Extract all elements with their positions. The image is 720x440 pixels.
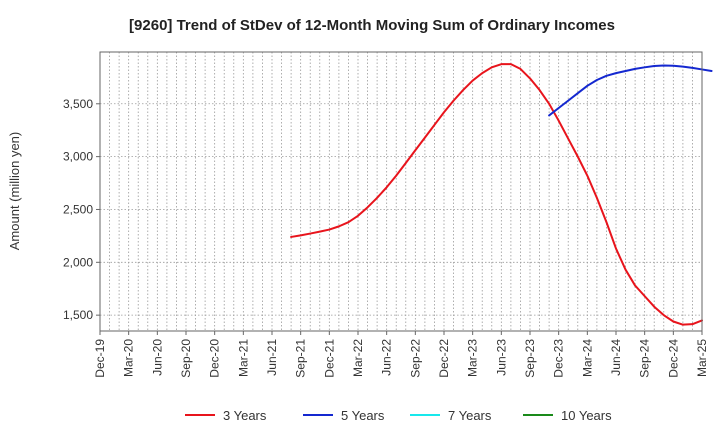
legend-label-3-years: 3 Years (223, 408, 267, 423)
x-tick-label: Dec-24 (666, 339, 680, 378)
x-axis: Dec-19 Mar-20 Jun-20 Sep-20 Dec-20 Mar-21 Jun-… (93, 331, 709, 378)
x-tick-label: Mar-22 (351, 339, 365, 377)
x-tick-label: Mar-20 (122, 339, 136, 377)
chart-title: [9260] Trend of StDev of 12-Month Moving… (129, 17, 615, 34)
y-tick-label: 2,000 (63, 255, 93, 269)
y-axis-label: Amount (million yen) (7, 132, 22, 251)
x-tick-label: Dec-22 (437, 339, 451, 378)
plot-border (99, 51, 703, 332)
legend-label-10-years: 10 Years (561, 408, 612, 423)
x-tick-label: Jun-23 (494, 339, 508, 376)
x-tick-label: Mar-21 (236, 339, 250, 377)
legend: 3 Years 5 Years 7 Years 10 Years (185, 408, 612, 423)
x-tick-label: Dec-23 (552, 339, 566, 378)
y-tick-label: 2,500 (63, 202, 93, 216)
series-lines (290, 63, 713, 326)
x-tick-label: Jun-20 (150, 339, 164, 376)
x-tick-label: Dec-21 (322, 339, 336, 378)
x-tick-label: Sep-22 (408, 339, 422, 378)
y-axis: 1,500 2,000 2,500 3,000 3,500 (63, 97, 100, 322)
x-tick-label: Sep-24 (638, 339, 652, 378)
x-tick-label: Mar-24 (580, 339, 594, 377)
y-tick-label: 3,000 (63, 150, 93, 164)
series-line-3-years (290, 63, 703, 326)
x-tick-label: Mar-23 (466, 339, 480, 377)
y-tick-label: 3,500 (63, 97, 93, 111)
legend-label-5-years: 5 Years (341, 408, 385, 423)
legend-label-7-years: 7 Years (448, 408, 492, 423)
series-line-5-years (548, 64, 713, 117)
x-tick-label: Dec-20 (208, 339, 222, 378)
x-tick-label: Sep-21 (294, 339, 308, 378)
y-tick-label: 1,500 (63, 308, 93, 322)
x-tick-label: Jun-24 (609, 339, 623, 376)
x-tick-label: Jun-22 (380, 339, 394, 376)
x-tick-label: Sep-20 (179, 339, 193, 378)
x-tick-label: Mar-25 (695, 339, 709, 377)
plot-area (100, 52, 702, 331)
x-tick-label: Jun-21 (265, 339, 279, 376)
x-tick-label: Dec-19 (93, 339, 107, 378)
x-tick-label: Sep-23 (523, 339, 537, 378)
